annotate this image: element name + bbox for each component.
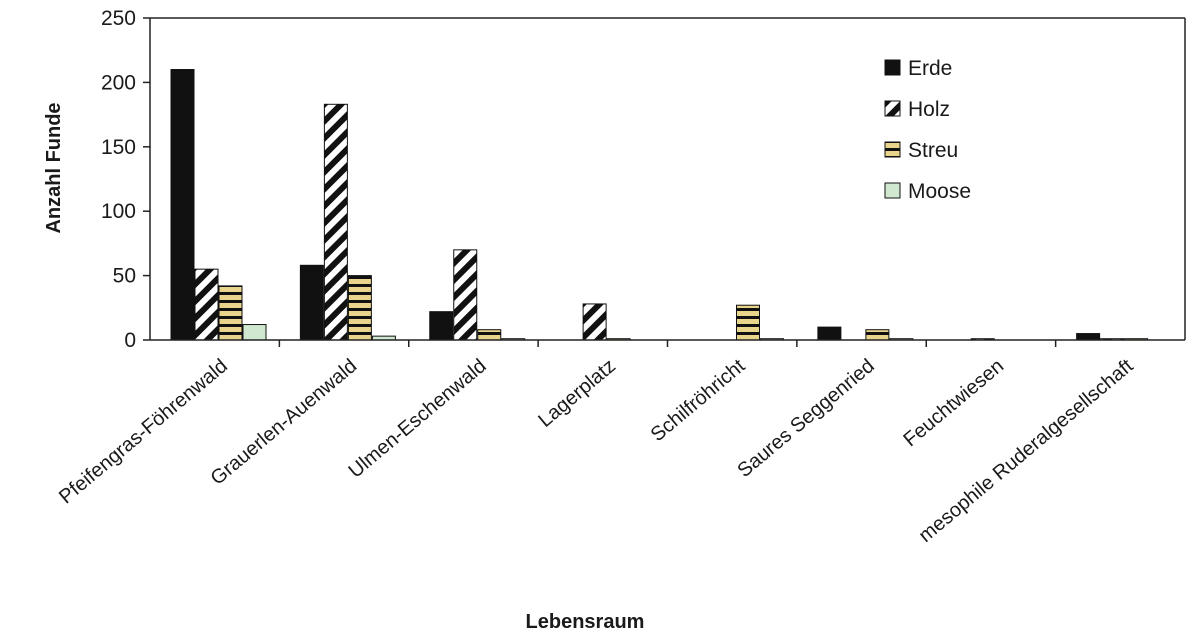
- bar-holz: [323, 103, 348, 341]
- bar-streu: [347, 275, 372, 341]
- bar-erde: [1076, 333, 1101, 341]
- bar-streu: [865, 329, 890, 341]
- legend-swatch-holz: [884, 100, 901, 117]
- x-category-label: Grauerlen-Auenwald: [207, 355, 362, 490]
- bar-holz: [582, 303, 607, 341]
- bar-erde: [299, 264, 324, 341]
- y-tick-label: 150: [101, 136, 136, 159]
- legend-label-moose: Moose: [908, 180, 971, 203]
- legend: Erde Holz Streu Moose: [884, 57, 971, 203]
- plot-area: 0 50 100 150 200 250 Pfeifengras-FöhrenwaldGra…: [55, 7, 1186, 547]
- y-tick-label: 250: [101, 7, 136, 30]
- y-axis-title: Anzahl Funde: [43, 102, 65, 233]
- x-category-label: Ulmen-Eschenwald: [345, 355, 491, 483]
- y-tick-label: 200: [101, 71, 136, 94]
- x-category-label: Saures Seggenried: [733, 355, 878, 482]
- bar-streu: [736, 304, 760, 341]
- x-category-label: Lagerplatz: [534, 355, 620, 432]
- legend-swatch-streu: [884, 141, 901, 158]
- legend-swatch-moose: [884, 182, 901, 199]
- x-axis-title: Lebensraum: [526, 611, 645, 633]
- bar-holz: [194, 268, 219, 341]
- bar-streu: [218, 285, 243, 341]
- bar-erde: [429, 311, 454, 341]
- legend-label-holz: Holz: [908, 98, 950, 121]
- bar-erde: [170, 69, 195, 341]
- legend-label-streu: Streu: [908, 139, 958, 162]
- bar-erde: [817, 326, 842, 341]
- x-category-label: Pfeifengras-Föhrenwald: [55, 355, 232, 508]
- x-category-label: Feuchtwiesen: [899, 355, 1008, 451]
- bar-moose: [242, 324, 267, 341]
- y-tick-label: 50: [113, 265, 136, 288]
- y-tick-label: 0: [124, 329, 136, 352]
- x-category-label: mesophile Ruderalgesellschaft: [915, 355, 1138, 547]
- x-category-label: Schilfröhricht: [647, 355, 750, 446]
- y-tick-label: 100: [101, 200, 136, 223]
- legend-swatch-erde: [884, 59, 901, 76]
- bar-streu: [477, 329, 502, 341]
- legend-label-erde: Erde: [908, 57, 952, 80]
- bar-holz: [453, 249, 478, 341]
